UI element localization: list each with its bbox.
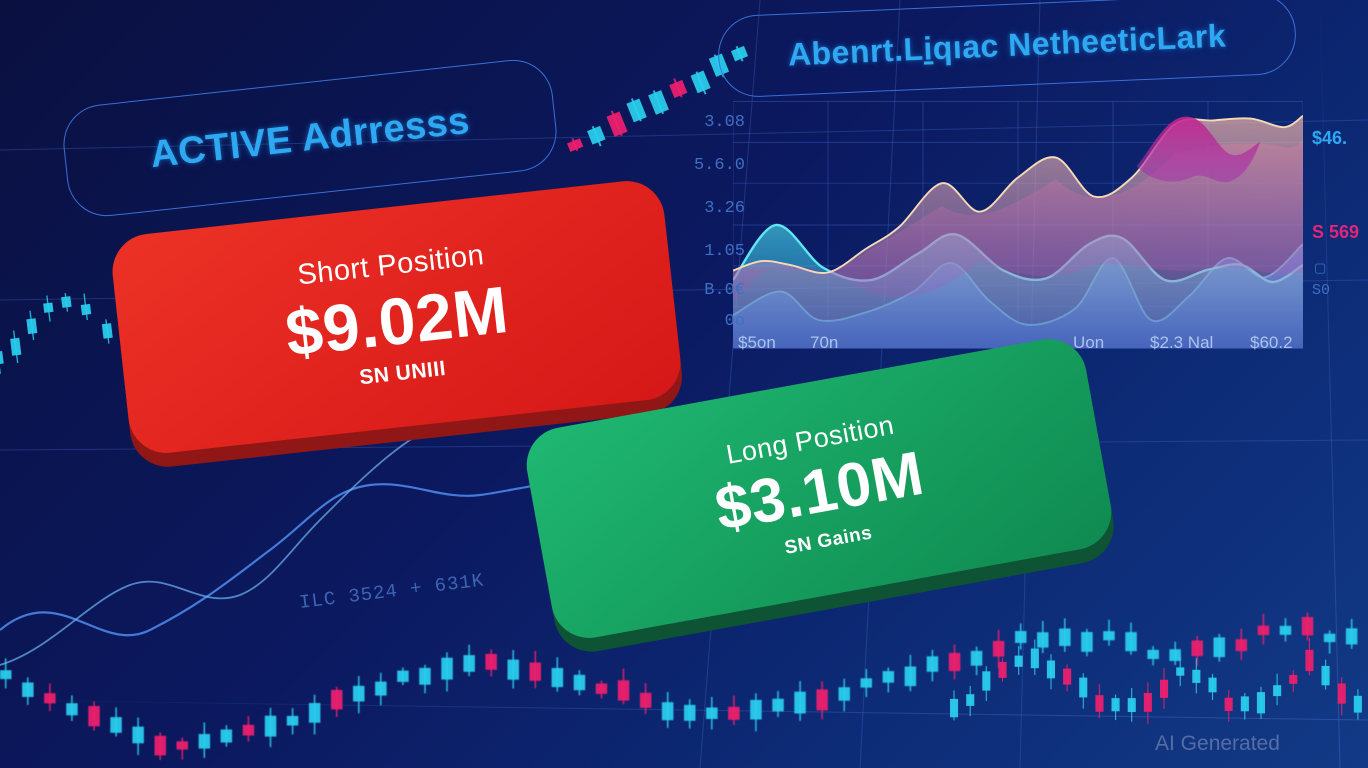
svg-text:ILC 3524 + 631K: ILC 3524 + 631K (298, 569, 485, 614)
